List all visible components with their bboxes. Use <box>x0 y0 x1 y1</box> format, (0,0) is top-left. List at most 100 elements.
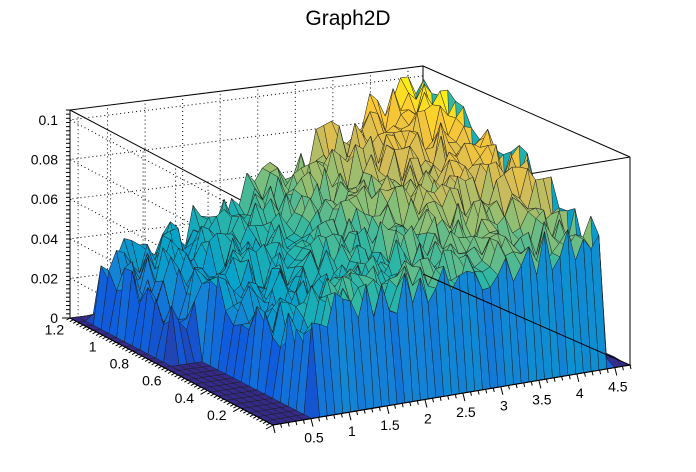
y-tick-mark <box>76 322 81 326</box>
y-tick-mark <box>102 336 107 340</box>
x-tick-mark <box>310 418 314 427</box>
y-tick-mark <box>164 369 169 373</box>
x-tick-mark <box>325 415 328 421</box>
x-tick-mark <box>401 403 404 408</box>
chart-title: Graph2D <box>305 7 390 30</box>
y-tick-mark <box>161 367 166 371</box>
y-tick-mark <box>174 374 179 378</box>
x-tick-mark <box>333 414 336 419</box>
x-tick-mark <box>462 392 466 402</box>
y-tick-mark <box>144 358 149 362</box>
y-tick-label: 1.2 <box>45 321 65 337</box>
y-tick-mark <box>226 402 231 405</box>
x-tick-mark <box>295 421 298 426</box>
y-tick-mark <box>141 357 146 361</box>
x-tick-label: 0.5 <box>304 430 324 446</box>
x-tick-mark <box>538 380 542 389</box>
y-tick-mark <box>151 362 156 366</box>
x-tick-mark <box>568 375 571 380</box>
y-tick-mark <box>66 317 71 321</box>
y-tick-mark <box>210 393 215 397</box>
y-tick-mark <box>121 346 126 350</box>
y-tick-mark <box>115 343 120 347</box>
x-tick-mark <box>340 413 343 418</box>
z-tick-label: 0 <box>50 310 58 326</box>
z-tick-label: 0.08 <box>31 152 58 168</box>
y-tick-mark <box>125 348 130 352</box>
y-tick-mark <box>249 414 254 418</box>
y-tick-mark <box>180 377 185 381</box>
x-tick-mark <box>621 366 624 371</box>
x-tick-mark <box>386 405 390 414</box>
x-tick-label: 1.5 <box>380 417 400 433</box>
y-tick-mark <box>265 422 270 426</box>
x-tick-mark <box>394 404 397 409</box>
y-tick-mark <box>200 388 205 392</box>
x-tick-label: 2 <box>424 410 432 426</box>
x-tick-mark <box>424 399 428 408</box>
y-tick-mark <box>138 355 143 359</box>
z-tick-label: 0.04 <box>31 231 58 247</box>
x-tick-mark <box>614 367 618 376</box>
y-tick-mark <box>72 321 77 324</box>
x-tick-mark <box>280 423 283 428</box>
x-tick-mark <box>356 410 359 416</box>
y-tick-mark <box>262 421 267 424</box>
y-tick-mark <box>131 352 136 355</box>
x-tick-label: 3 <box>500 398 508 414</box>
y-tick-mark <box>200 390 208 395</box>
y-tick-mark <box>233 405 238 409</box>
y-tick-label: 0.2 <box>207 407 227 423</box>
y-tick-mark <box>171 372 176 376</box>
x-tick-mark <box>530 381 533 386</box>
x-tick-mark <box>416 400 419 405</box>
y-tick-mark <box>265 424 274 430</box>
y-tick-mark <box>207 391 212 395</box>
x-tick-mark <box>371 408 374 413</box>
y-tick-mark <box>190 383 195 387</box>
x-tick-mark <box>500 386 504 395</box>
x-tick-mark <box>272 424 276 434</box>
y-tick-mark <box>89 329 94 333</box>
x-tick-mark <box>432 398 434 403</box>
x-tick-mark <box>576 373 580 383</box>
y-tick-mark <box>154 364 159 368</box>
x-tick-mark <box>302 419 305 425</box>
y-tick-mark <box>259 419 264 423</box>
surface-mesh <box>69 76 631 426</box>
y-tick-mark <box>95 333 100 336</box>
y-tick-mark <box>177 376 182 380</box>
y-tick-mark <box>82 326 87 330</box>
y-tick-mark <box>233 407 241 413</box>
y-tick-label: 0.8 <box>110 356 130 372</box>
y-tick-mark <box>148 360 153 364</box>
x-tick-mark <box>454 394 457 399</box>
x-axis-line <box>272 364 631 426</box>
x-tick-mark <box>591 371 594 376</box>
x-tick-mark <box>477 390 480 395</box>
right-top-edge <box>422 65 631 158</box>
y-tick-mark <box>220 398 225 402</box>
y-tick-mark <box>246 412 251 416</box>
y-tick-mark <box>135 353 140 357</box>
x-tick-mark <box>545 378 548 384</box>
x-tick-label: 2.5 <box>456 404 476 420</box>
y-tick-label: 0.4 <box>175 390 195 406</box>
y-tick-label: 0.6 <box>142 373 162 389</box>
x-tick-mark <box>553 377 556 382</box>
y-tick-mark <box>252 415 257 419</box>
y-tick-mark <box>187 381 192 385</box>
y-tick-mark <box>108 340 113 343</box>
x-tick-label: 4 <box>576 385 584 401</box>
y-tick-mark <box>98 334 103 338</box>
x-tick-mark <box>485 389 488 394</box>
x-tick-mark <box>287 422 290 427</box>
x-tick-mark <box>348 412 352 421</box>
x-tick-mark <box>363 409 366 414</box>
y-tick-mark <box>92 331 97 335</box>
z-tick-label: 0.1 <box>39 112 59 128</box>
y-tick-mark <box>184 379 189 383</box>
y-tick-mark <box>213 395 218 399</box>
z-axis: 0 0.02 0.04 0.06 0.08 0.1 <box>31 109 71 326</box>
